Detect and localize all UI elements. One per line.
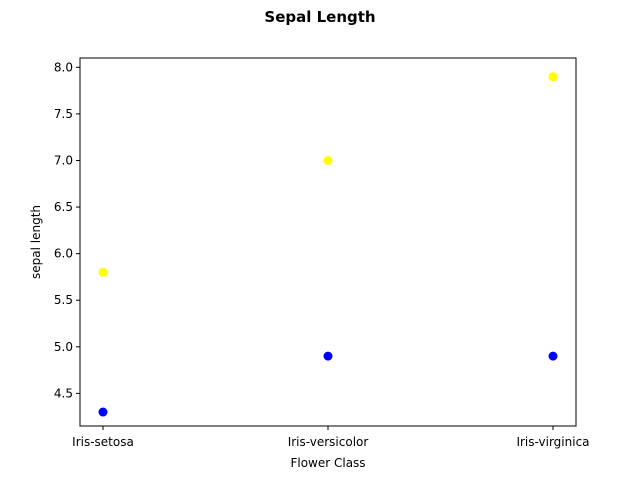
x-tick-label: Iris-setosa (72, 435, 134, 449)
y-tick-label: 4.5 (54, 386, 73, 400)
y-tick-label: 7.5 (54, 107, 73, 121)
data-point (98, 407, 108, 417)
x-tick-label: Iris-versicolor (288, 435, 369, 449)
data-points (98, 72, 558, 417)
chart-title: Sepal Length (264, 8, 375, 26)
y-tick-label: 6.5 (54, 200, 73, 214)
y-axis-label: sepal length (29, 205, 43, 279)
y-tick-label: 5.5 (54, 293, 73, 307)
y-axis: 4.5 5.0 5.5 6.0 6.5 7.0 7.5 8.0 (54, 60, 80, 400)
y-tick-label: 6.0 (54, 247, 73, 261)
y-tick-label: 7.0 (54, 153, 73, 167)
plot-area-frame (79, 57, 577, 427)
data-point (323, 351, 333, 361)
y-tick-label: 8.0 (54, 60, 73, 74)
y-tick-label: 5.0 (54, 340, 73, 354)
x-axis: Iris-setosa Iris-versicolor Iris-virginica (72, 426, 590, 449)
x-tick-label: Iris-virginica (516, 435, 589, 449)
data-point (548, 351, 558, 361)
data-point (323, 155, 333, 165)
data-point (98, 267, 108, 277)
x-axis-label: Flower Class (290, 456, 365, 470)
data-point (548, 72, 558, 82)
